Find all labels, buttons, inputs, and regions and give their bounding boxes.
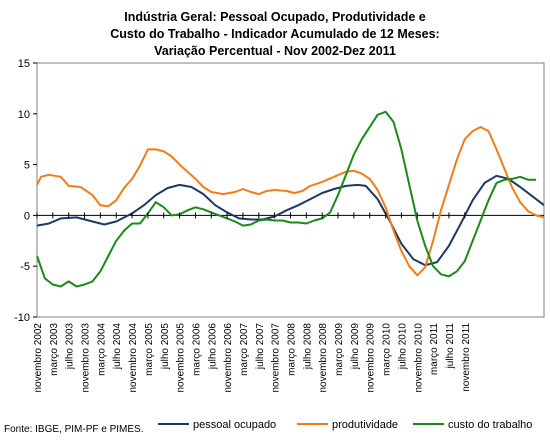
title-line-1: Indústria Geral: Pessoal Ocupado, Produt… bbox=[124, 10, 426, 24]
legend: pessoal ocupado produtividade custo do tra… bbox=[158, 419, 532, 431]
x-tick-label: julho 2008 bbox=[302, 323, 313, 371]
x-tick-label: março 2003 bbox=[49, 323, 60, 376]
y-tick-labels: 15 10 5 0 -5 -10 bbox=[14, 58, 37, 324]
x-tick-label: março 2005 bbox=[144, 323, 155, 376]
x-tick-label: julho 2007 bbox=[255, 323, 266, 371]
series-line-custo-do-trabalho bbox=[37, 112, 536, 287]
x-tick-label: novembro 2009 bbox=[366, 323, 377, 393]
title-line-2: Custo do Trabalho - Indicador Acumulado … bbox=[110, 27, 439, 41]
x-tick-labels: novembro 2002 março 2003 julho 2003 novembr… bbox=[33, 212, 472, 392]
x-tick-label: julho 2006 bbox=[207, 323, 218, 371]
y-tick-label: -5 bbox=[20, 261, 30, 273]
x-tick-label: março 2006 bbox=[191, 323, 202, 376]
legend-label: custo do trabalho bbox=[448, 419, 532, 431]
x-tick-label: novembro 2003 bbox=[81, 323, 92, 393]
y-tick-label: 15 bbox=[18, 58, 30, 70]
x-tick-label: julho 2005 bbox=[160, 323, 171, 371]
y-tick-label: 0 bbox=[24, 210, 30, 222]
x-tick-label: novembro 2007 bbox=[271, 323, 282, 393]
x-tick-label: julho 2004 bbox=[112, 323, 123, 371]
axes bbox=[37, 63, 544, 317]
chart-title: Indústria Geral: Pessoal Ocupado, Produt… bbox=[110, 10, 439, 58]
y-tick-label: 5 bbox=[24, 160, 30, 172]
x-tick-label: março 2008 bbox=[287, 323, 298, 376]
x-tick-label: novembro 2008 bbox=[318, 323, 329, 393]
x-tick-label: março 2007 bbox=[239, 323, 250, 376]
x-tick-label: julho 2011 bbox=[445, 323, 456, 370]
y-tick-label: 10 bbox=[18, 109, 30, 121]
source-note: Fonte: IBGE, PIM-PF e PIMES. bbox=[4, 424, 143, 435]
x-tick-label: março 2004 bbox=[96, 323, 107, 376]
x-tick-label: julho 2009 bbox=[350, 323, 361, 371]
x-tick-label: novembro 2002 bbox=[33, 323, 44, 393]
x-tick-label: novembro 2006 bbox=[223, 323, 234, 393]
x-tick-label: julho 2003 bbox=[65, 323, 76, 371]
legend-label: produtividade bbox=[332, 419, 398, 431]
plot-frame bbox=[37, 63, 544, 317]
x-tick-label: março 2010 bbox=[382, 323, 393, 376]
x-tick-label: novembro 2004 bbox=[128, 323, 139, 393]
legend-label: pessoal ocupado bbox=[193, 419, 276, 431]
x-tick-label: julho 2010 bbox=[397, 323, 408, 371]
x-tick-label: março 2009 bbox=[334, 323, 345, 376]
x-tick-label: novembro 2011 bbox=[461, 323, 472, 392]
title-line-3: Variação Percentual - Nov 2002-Dez 2011 bbox=[154, 44, 396, 58]
x-tick-label: novembro 2010 bbox=[413, 323, 424, 393]
series-layer bbox=[37, 112, 544, 287]
x-tick-label: março 2011 bbox=[429, 323, 440, 376]
y-tick-label: -10 bbox=[14, 312, 30, 324]
x-tick-label: novembro 2005 bbox=[176, 323, 187, 393]
